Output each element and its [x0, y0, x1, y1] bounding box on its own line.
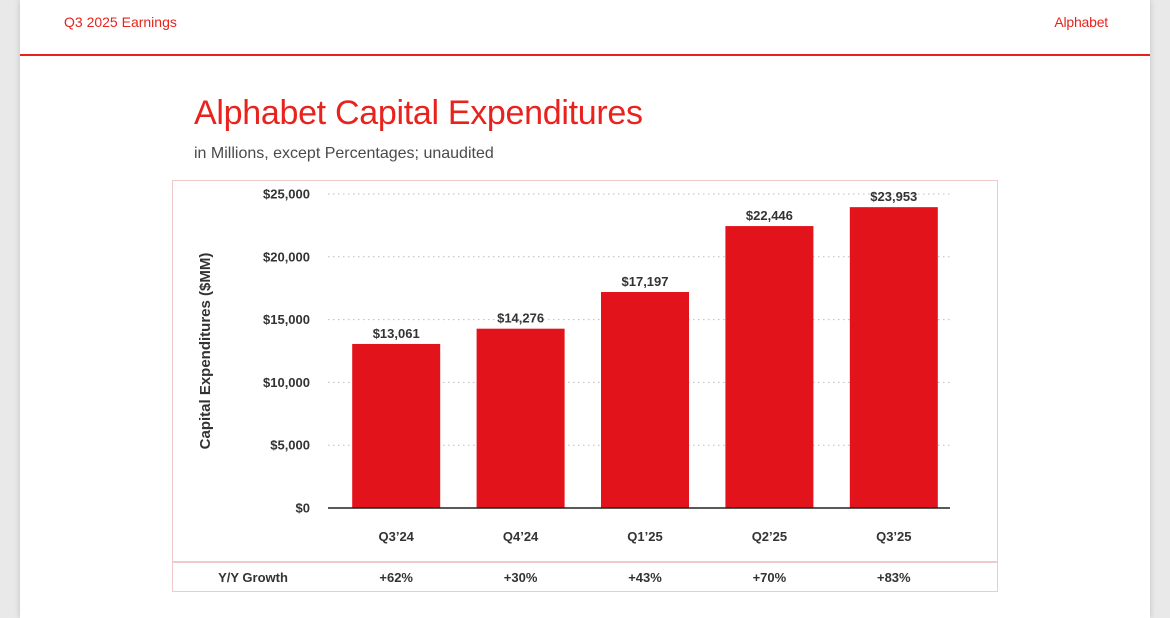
bar-value-label: $14,276: [497, 311, 544, 326]
growth-row-label: Y/Y Growth: [218, 570, 288, 585]
growth-value: +43%: [628, 570, 662, 585]
growth-value: +83%: [876, 570, 911, 585]
y-tick-label: $15,000: [263, 312, 310, 327]
header-divider: [20, 54, 1150, 56]
chart-panel: $0 $5,000 $10,000 $15,000 $20,000 $25,000 Capi…: [172, 180, 998, 562]
slide-page: Q3 2025 Earnings Alphabet Alphabet Capit…: [20, 0, 1150, 618]
y-tick-label: $25,000: [263, 187, 310, 202]
bar-value-label: $23,953: [870, 189, 917, 204]
x-tick-label: Q3’24: [378, 529, 414, 544]
x-tick-label: Q4’24: [503, 529, 539, 544]
y-tick-label: $10,000: [263, 375, 310, 390]
bar-value-label: $13,061: [373, 326, 420, 341]
report-label: Q3 2025 Earnings: [64, 14, 177, 30]
bar: [352, 343, 441, 508]
page-title: Alphabet Capital Expenditures: [194, 94, 643, 132]
y-tick-label: $5,000: [270, 438, 310, 453]
growth-row: Y/Y Growth +62% +30% +43% +70% +83%: [172, 562, 998, 592]
growth-value: +30%: [503, 570, 538, 585]
growth-value: +70%: [752, 570, 787, 585]
bar: [476, 328, 565, 508]
bar: [849, 207, 938, 508]
bar-value-label: $22,446: [746, 208, 793, 223]
y-tick-label: $0: [296, 501, 310, 516]
y-tick-label: $20,000: [263, 249, 310, 264]
y-axis-title: Capital Expenditures ($MM): [197, 253, 214, 450]
company-logo-text: Alphabet: [1054, 14, 1108, 30]
bar: [725, 226, 814, 508]
capex-bar-chart: $0 $5,000 $10,000 $15,000 $20,000 $25,000 Capi…: [197, 187, 950, 544]
bar: [601, 292, 689, 508]
bar-value-label: $17,197: [622, 274, 669, 289]
x-tick-label: Q1’25: [627, 529, 662, 544]
growth-value: +62%: [379, 570, 413, 585]
x-tick-label: Q2’25: [752, 529, 787, 544]
page-subtitle: in Millions, except Percentages; unaudit…: [194, 145, 494, 162]
x-tick-label: Q3’25: [876, 529, 911, 544]
